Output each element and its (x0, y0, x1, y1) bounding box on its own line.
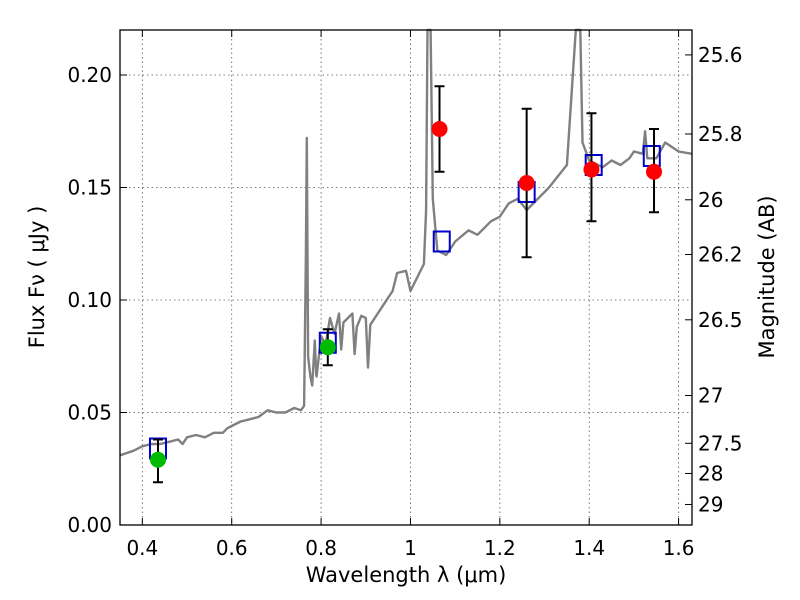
mag-tick-label: 28 (698, 461, 723, 485)
mag-tick-label: 25.8 (698, 122, 743, 146)
tick-labels: 0.4 0.6 0.8 1 1.2 1.4 1.6 0.00 0.05 0.10 0.15 0.20 2… (67, 43, 742, 560)
y-tick-label: 0.15 (67, 176, 112, 200)
observed-point-red (518, 175, 535, 191)
y-axis-title: Flux Fν ( μJy ) (25, 206, 49, 349)
model-photometry-square (432, 230, 451, 253)
x-axis-title: Wavelength λ (μm) (306, 563, 507, 587)
x-tick-label: 1 (404, 536, 417, 560)
observed-point-green (319, 339, 336, 356)
grid-lines (120, 30, 692, 525)
x-tick-label: 1.6 (663, 536, 695, 560)
plot-frame (119, 29, 693, 526)
x-tick-label: 0.4 (126, 536, 158, 560)
mag-tick-label: 27.5 (698, 431, 743, 455)
mag-tick-label: 26 (698, 188, 723, 212)
marker-layer (148, 85, 663, 484)
x-tick-label: 0.6 (216, 536, 248, 560)
y2-axis-title: Magnitude (AB) (755, 195, 779, 358)
observed-point-green (149, 451, 166, 468)
x-tick-label: 1.4 (573, 536, 605, 560)
observed-point-red (583, 161, 600, 178)
observed-point-red (646, 163, 663, 180)
y-tick-label: 0.10 (67, 288, 112, 312)
mag-tick-label: 29 (698, 492, 723, 516)
x-tick-label: 0.8 (305, 536, 337, 560)
mag-tick-label: 26.2 (698, 242, 743, 266)
y-tick-label: 0.05 (67, 401, 112, 425)
observed-point-red (431, 121, 448, 137)
y-tick-label: 0.20 (67, 63, 112, 87)
axis-ticks (120, 30, 692, 526)
mag-tick-label: 27 (698, 384, 723, 408)
y-tick-label: 0.00 (67, 513, 112, 537)
mag-tick-label: 25.6 (698, 43, 743, 67)
x-tick-label: 1.2 (484, 536, 516, 560)
mag-tick-label: 26.5 (698, 308, 743, 332)
